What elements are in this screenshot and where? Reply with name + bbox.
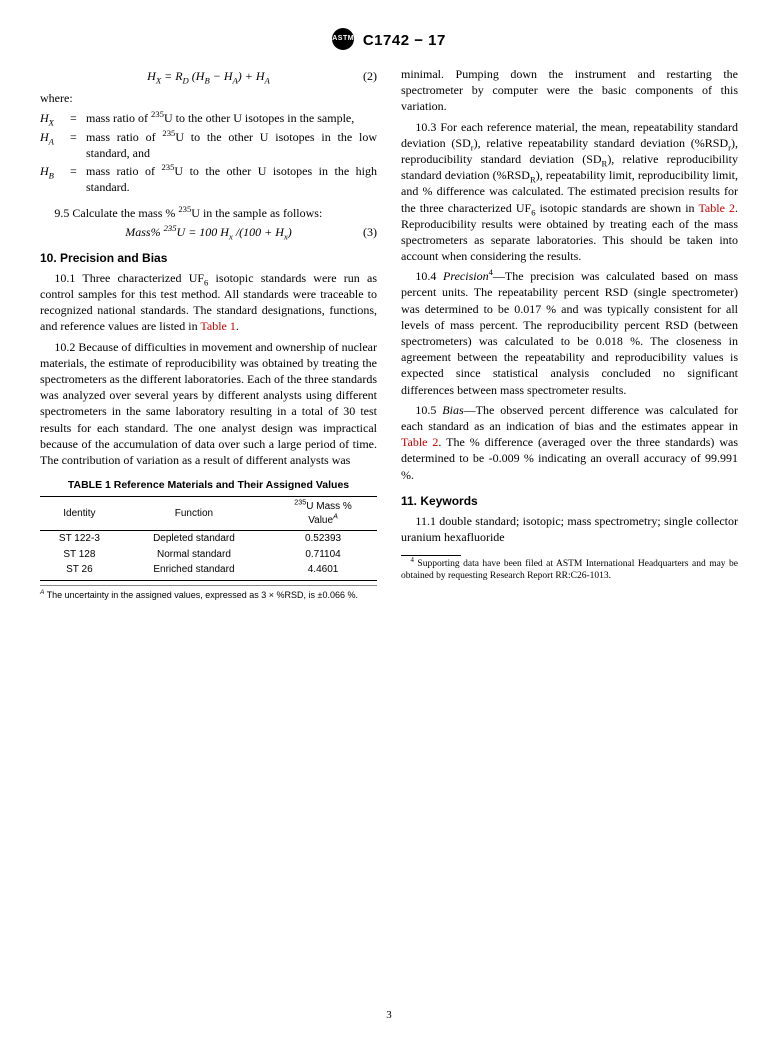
def-text: mass ratio of 235U to the other U isotop…	[86, 163, 377, 195]
where-label: where:	[40, 90, 377, 106]
page-number: 3	[0, 1008, 778, 1023]
cell: Enriched standard	[119, 562, 269, 580]
equation-2: HX = RD (HB − HA) + HA (2)	[40, 68, 377, 84]
cell: 0.52393	[269, 531, 377, 547]
cell: Depleted standard	[119, 531, 269, 547]
equation-2-formula: HX = RD (HB − HA) + HA	[147, 69, 270, 83]
section-10-head: 10. Precision and Bias	[40, 250, 377, 266]
footnote-rule	[401, 555, 461, 556]
cell: 4.4601	[269, 562, 377, 580]
content-columns: HX = RD (HB − HA) + HA (2) where: HX = m…	[40, 66, 738, 601]
cell: ST 26	[40, 562, 119, 580]
table-row: ST 122-3 Depleted standard 0.52393	[40, 531, 377, 547]
table-1: TABLE 1 Reference Materials and Their As…	[40, 478, 377, 601]
cell: Normal standard	[119, 547, 269, 563]
equation-2-num: (2)	[363, 68, 377, 84]
equation-3-formula: Mass% 235U = 100 Hx /(100 + Hx)	[125, 225, 292, 239]
designation: C1742 − 17	[363, 32, 446, 49]
def-sym: HB	[40, 163, 70, 195]
table-1-title: TABLE 1 Reference Materials and Their As…	[40, 478, 377, 492]
para-11-1: 11.1 double standard; isotopic; mass spe…	[401, 513, 738, 545]
def-ha: HA = mass ratio of 235U to the other U i…	[40, 129, 377, 161]
equation-3: Mass% 235U = 100 Hx /(100 + Hx) (3)	[40, 224, 377, 240]
section-11-block: 11. Keywords 11.1 double standard; isoto…	[401, 493, 738, 583]
table-row: ST 26 Enriched standard 4.4601	[40, 562, 377, 580]
para-10-5: 10.5 Bias—The observed percent differenc…	[401, 402, 738, 483]
def-hb: HB = mass ratio of 235U to the other U i…	[40, 163, 377, 195]
def-text: mass ratio of 235U to the other U isotop…	[86, 110, 377, 126]
section-11-head: 11. Keywords	[401, 493, 738, 509]
astm-logo-icon: ASTM	[332, 28, 354, 50]
def-text: mass ratio of 235U to the other U isotop…	[86, 129, 377, 161]
para-10-4: 10.4 Precision4—The precision was calcul…	[401, 268, 738, 398]
equation-3-num: (3)	[363, 224, 377, 240]
cell: 0.71104	[269, 547, 377, 563]
cell: ST 122-3	[40, 531, 119, 547]
table-1-col3: 235U Mass %ValueA	[269, 497, 377, 531]
def-hx: HX = mass ratio of 235U to the other U i…	[40, 110, 377, 126]
def-eq: =	[70, 110, 86, 126]
table-1-note: A The uncertainty in the assigned values…	[40, 585, 377, 601]
def-eq: =	[70, 163, 86, 195]
para-10-3: 10.3 For each reference material, the me…	[401, 119, 738, 265]
para-10-2: 10.2 Because of difficulties in movement…	[40, 339, 377, 469]
table-row: ST 128 Normal standard 0.71104	[40, 547, 377, 563]
para-10-1: 10.1 Three characterized UF6 isotopic st…	[40, 270, 377, 335]
cell: ST 128	[40, 547, 119, 563]
def-sym: HA	[40, 129, 70, 161]
def-eq: =	[70, 129, 86, 161]
footnote-4: 4 Supporting data have been filed at AST…	[401, 559, 738, 583]
def-sym: HX	[40, 110, 70, 126]
table-1-col2: Function	[119, 497, 269, 531]
table-1-col1: Identity	[40, 497, 119, 531]
page-header: ASTM C1742 − 17	[40, 30, 738, 52]
para-10-2-cont: minimal. Pumping down the instrument and…	[401, 66, 738, 115]
para-9-5: 9.5 Calculate the mass % 235U in the sam…	[40, 205, 377, 221]
table-1-grid: Identity Function 235U Mass %ValueA ST 1…	[40, 496, 377, 581]
